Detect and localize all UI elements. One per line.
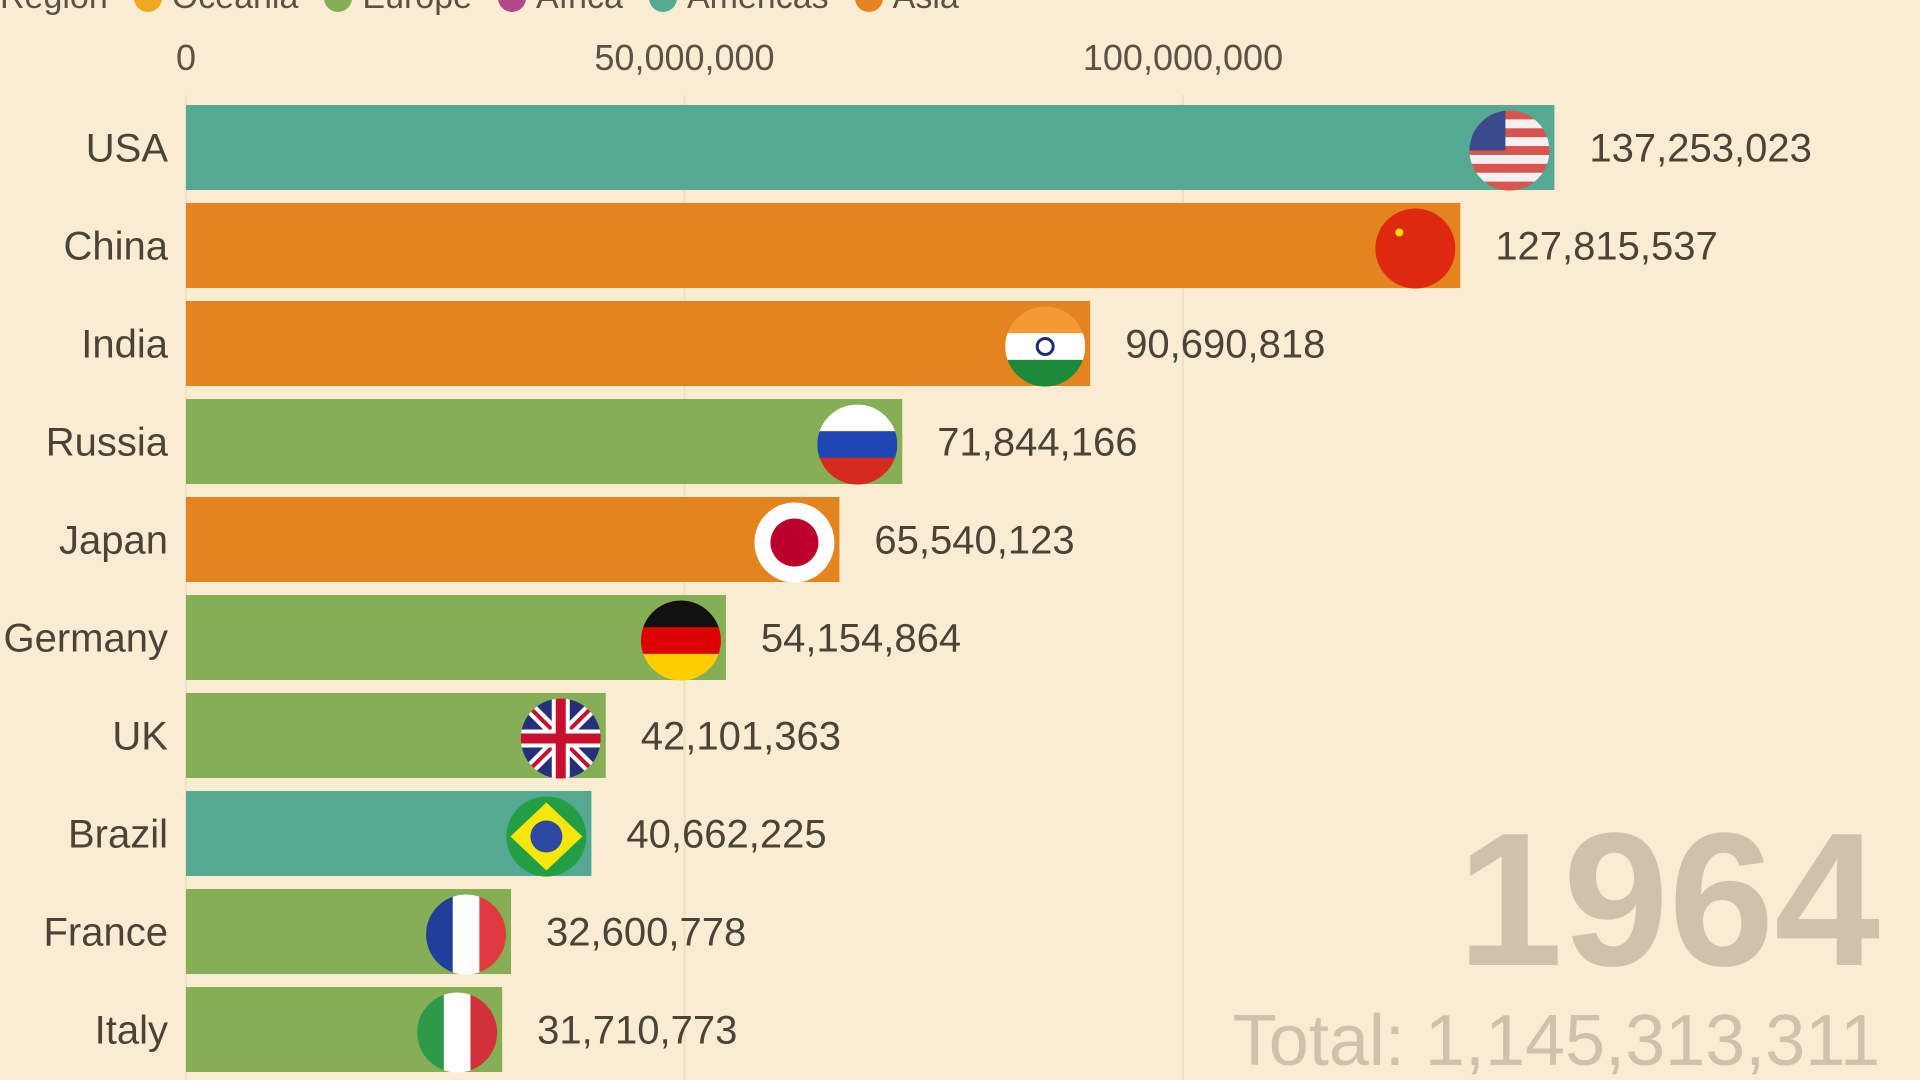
- category-label: Brazil: [68, 813, 168, 857]
- bar-russia: [186, 399, 903, 484]
- total-label: Total: 1,145,313,311: [1233, 1001, 1880, 1080]
- category-label: Russia: [46, 421, 169, 465]
- x-tick-label: 0: [176, 37, 196, 78]
- value-label: 127,815,537: [1495, 225, 1717, 269]
- value-label: 137,253,023: [1589, 127, 1811, 171]
- legend-swatch: [854, 0, 883, 12]
- legend-item: Europe: [324, 0, 472, 17]
- category-label: USA: [86, 127, 169, 171]
- legend-swatch: [324, 0, 353, 12]
- bar-germany: [186, 595, 726, 680]
- x-tick-label: 100,000,000: [1083, 37, 1283, 78]
- germany-flag-icon: [640, 600, 721, 681]
- legend-label: Oceania: [172, 0, 299, 17]
- legend-swatch: [498, 0, 527, 12]
- legend: Region Oceania Europe Africa Americas Asia: [0, 0, 959, 17]
- bar-china: [186, 203, 1461, 288]
- bar-india: [186, 301, 1091, 386]
- legend-swatch: [648, 0, 677, 12]
- category-label: China: [63, 225, 168, 269]
- japan-flag-icon: [754, 502, 835, 583]
- bar-japan: [186, 497, 840, 582]
- legend-item: Oceania: [133, 0, 299, 17]
- us-flag-icon: [1469, 110, 1550, 191]
- value-label: 32,600,778: [546, 911, 746, 955]
- value-label: 71,844,166: [937, 421, 1137, 465]
- legend-item: Africa: [498, 0, 623, 17]
- year-label: 1964: [1457, 794, 1880, 1006]
- category-label: France: [44, 911, 169, 955]
- value-label: 31,710,773: [537, 1009, 737, 1053]
- category-label: UK: [112, 715, 168, 759]
- bar-usa: [186, 105, 1555, 190]
- legend-item: Asia: [854, 0, 959, 17]
- legend-label: Africa: [536, 0, 623, 17]
- value-label: 42,101,363: [641, 715, 841, 759]
- legend-swatch: [133, 0, 162, 12]
- category-label: Japan: [59, 519, 168, 563]
- legend-label: Asia: [893, 0, 959, 17]
- category-label: Italy: [95, 1009, 168, 1053]
- category-label: India: [81, 323, 168, 367]
- category-label: Germany: [4, 617, 169, 661]
- legend-item: Americas: [648, 0, 829, 17]
- value-label: 40,662,225: [626, 813, 826, 857]
- legend-label: Europe: [362, 0, 472, 17]
- brazil-flag-icon: [506, 796, 587, 877]
- uk-flag-icon: [520, 698, 601, 779]
- value-label: 54,154,864: [761, 617, 961, 661]
- value-label: 90,690,818: [1125, 323, 1325, 367]
- legend-title: Region: [0, 0, 108, 17]
- china-flag-icon: [1375, 208, 1456, 289]
- legend-label: Americas: [687, 0, 829, 17]
- x-tick-label: 50,000,000: [594, 37, 774, 78]
- value-label: 65,540,123: [874, 519, 1074, 563]
